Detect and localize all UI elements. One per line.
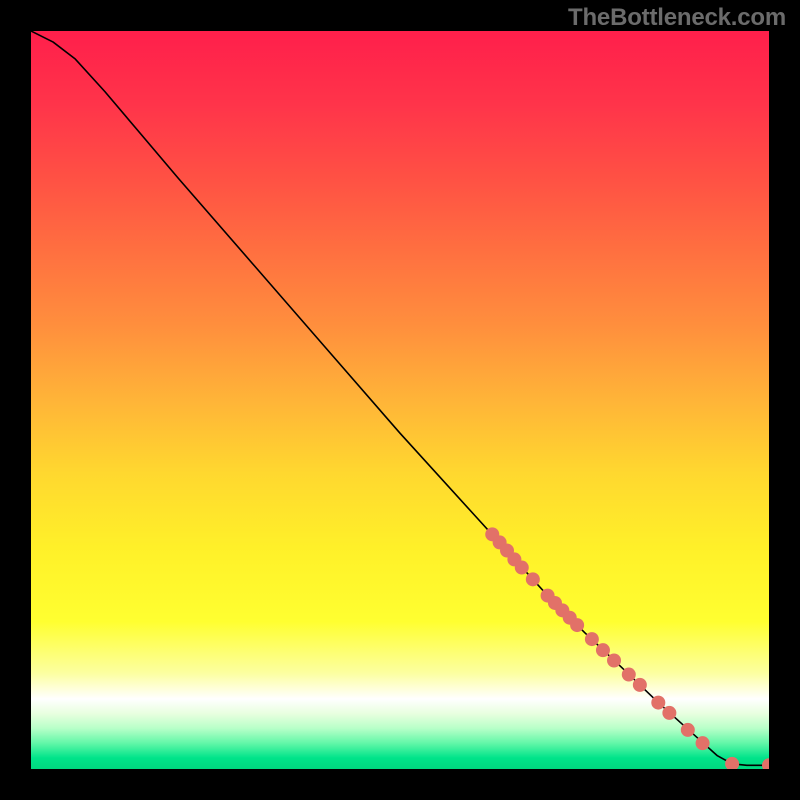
data-point [596,643,610,657]
watermark-text: TheBottleneck.com [568,4,786,32]
data-point [570,618,584,632]
gradient-background [31,31,769,769]
data-point [651,696,665,710]
chart-frame: TheBottleneck.com [0,0,800,800]
data-point [526,572,540,586]
plot-svg [31,31,769,769]
data-point [607,654,621,668]
data-point [622,668,636,682]
data-point [662,706,676,720]
data-point [515,561,529,575]
plot-area [31,31,769,769]
data-point [696,736,710,750]
data-point [681,723,695,737]
data-point [633,678,647,692]
data-point [585,632,599,646]
